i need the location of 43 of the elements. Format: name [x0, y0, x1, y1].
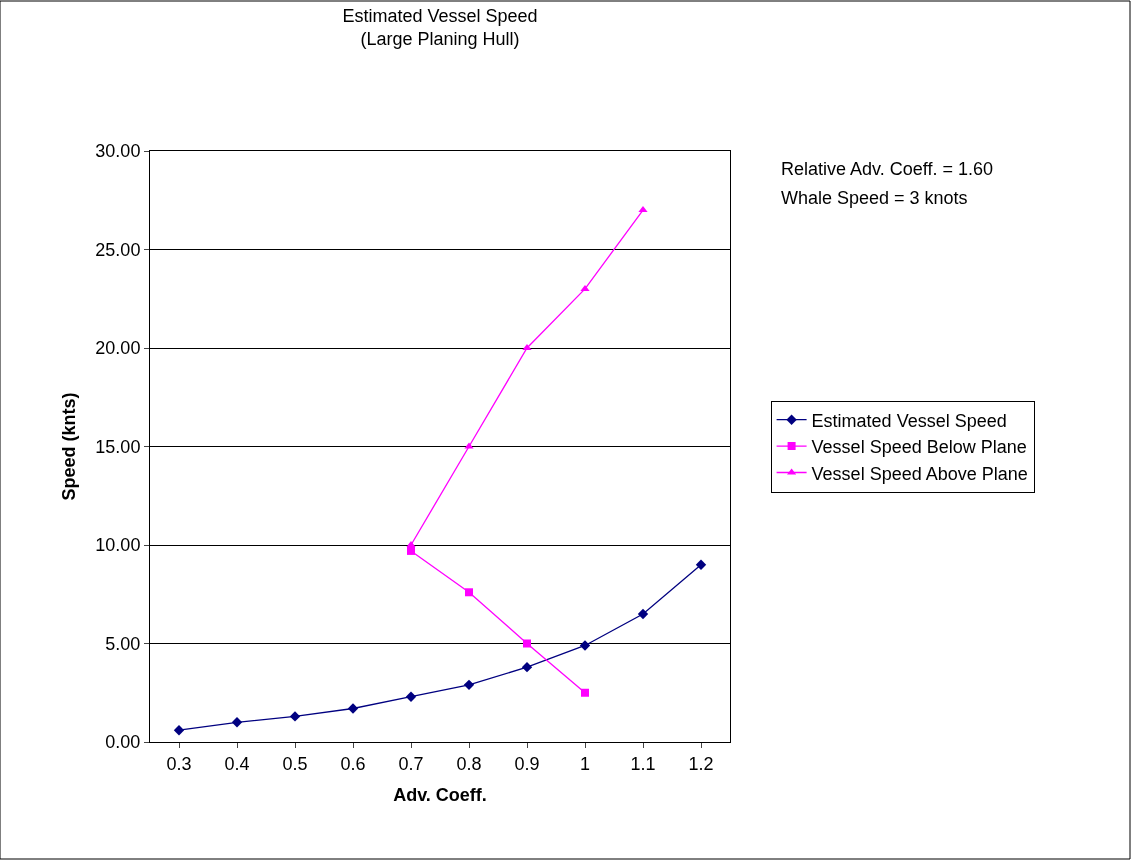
text: Relative Adv. Coeff. = 1.60: [781, 159, 993, 179]
y-tick-label: 20.00: [95, 338, 141, 359]
x-tick-label: 0.9: [514, 753, 540, 774]
x-tick-label: 1: [579, 753, 591, 774]
chart-title: Estimated Vessel Speed: [342, 6, 538, 26]
point: [695, 559, 707, 570]
point: [464, 442, 474, 449]
legend-label: Vessel Speed Below Plane: [811, 437, 1027, 458]
point: [231, 717, 243, 728]
y-tick-label: 15.00: [95, 436, 141, 457]
x-tick-label: 0.4: [224, 753, 250, 774]
x-tick-label: 0.8: [456, 753, 482, 774]
y-axis-title: Speed (knts): [58, 392, 79, 501]
x-axis-title: Adv. Coeff.: [393, 784, 487, 805]
y-tick-label: 10.00: [95, 535, 141, 556]
chart-subtitle: (Large Planing Hull): [360, 29, 520, 50]
y-tick-label: 30.00: [95, 141, 141, 162]
y-tick-label: 5.00: [105, 633, 141, 654]
x-tick-label: 1.2: [688, 753, 714, 774]
x-tick-label: 0.7: [398, 753, 424, 774]
point: [407, 546, 415, 555]
point: [638, 206, 648, 213]
point: [465, 588, 473, 597]
x-tick-label: 0.3: [166, 753, 192, 774]
x-tick-label: 1.1: [630, 753, 656, 774]
point: [463, 679, 475, 691]
point: [581, 688, 589, 697]
point: [289, 711, 301, 722]
point: [523, 639, 531, 648]
y-tick-label: 25.00: [95, 239, 141, 260]
x-tick-label: 0.5: [282, 753, 308, 774]
legend-label: Vessel Speed Above Plane: [811, 463, 1028, 484]
x-tick-label: 0.6: [340, 753, 366, 774]
point: [637, 608, 649, 620]
point: [521, 661, 533, 673]
point: [173, 724, 185, 736]
point: [405, 691, 417, 702]
point: [580, 284, 590, 291]
point: [347, 703, 359, 714]
text: Whale Speed = 3 knots: [781, 188, 968, 208]
legend-label: Estimated Vessel Speed: [811, 410, 1007, 431]
y-tick-label: 0.00: [105, 732, 141, 753]
point: [579, 640, 591, 651]
